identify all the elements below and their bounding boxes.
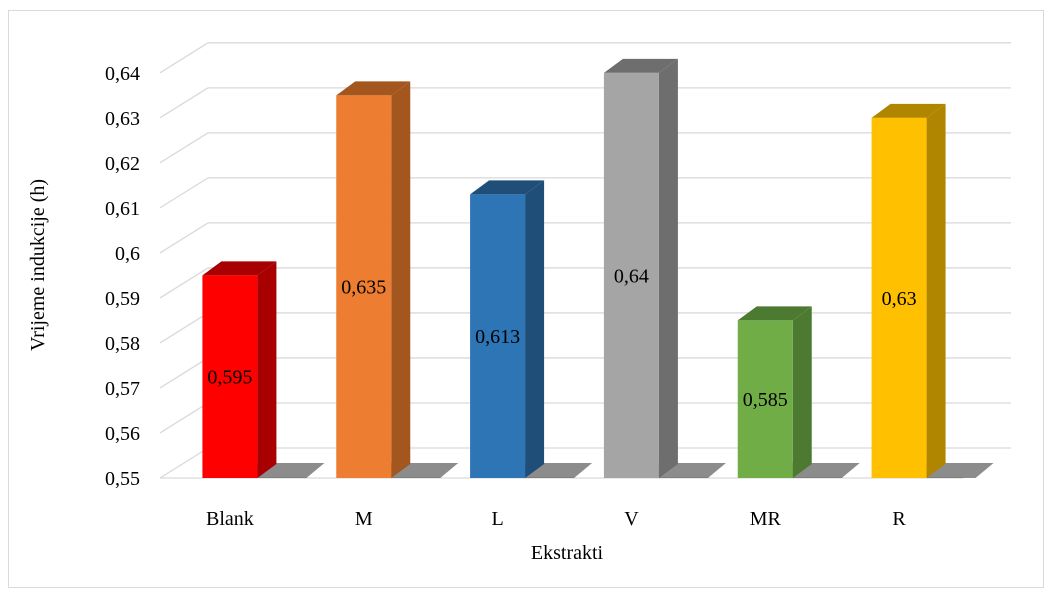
y-axis-title: Vrijeme indukcije (h) bbox=[27, 179, 49, 351]
bar-side bbox=[257, 261, 277, 478]
bar-side bbox=[391, 81, 411, 478]
y-axis-ticks: 0,55 0,56 0,57 0,58 0,59 0,6 0,61 0,62 0,63 0,64 bbox=[105, 63, 140, 490]
y-tick-label: 0,56 bbox=[105, 423, 140, 445]
bar-front bbox=[737, 320, 793, 478]
data-label: 0,595 bbox=[207, 367, 252, 389]
y-tick-label: 0,61 bbox=[105, 198, 140, 220]
bar-side bbox=[525, 180, 545, 478]
category-label: L bbox=[491, 508, 503, 530]
bar-front bbox=[470, 194, 526, 478]
bar-top bbox=[336, 81, 411, 96]
category-label: M bbox=[355, 508, 373, 530]
bar-top bbox=[871, 103, 946, 118]
data-label: 0,64 bbox=[614, 265, 649, 287]
data-label: 0,635 bbox=[341, 277, 386, 299]
category-label: V bbox=[624, 508, 639, 530]
bar-front bbox=[603, 72, 659, 478]
gridline bbox=[159, 42, 1011, 74]
bar-front bbox=[202, 275, 258, 478]
data-label: 0,613 bbox=[475, 326, 520, 348]
bar-top bbox=[202, 261, 277, 276]
y-tick-label: 0,6 bbox=[115, 243, 140, 265]
y-tick-label: 0,62 bbox=[105, 153, 140, 175]
data-label: 0,63 bbox=[882, 288, 917, 310]
bar-l bbox=[470, 180, 593, 478]
bar-v bbox=[603, 58, 726, 478]
bar-top bbox=[603, 58, 678, 73]
y-tick-label: 0,63 bbox=[105, 108, 140, 130]
bar-top bbox=[737, 306, 812, 321]
bar-front bbox=[871, 117, 927, 478]
y-tick-label: 0,64 bbox=[105, 63, 140, 85]
x-axis-title: Ekstrakti bbox=[531, 542, 604, 564]
bar-side bbox=[926, 103, 946, 478]
bar-front bbox=[336, 95, 392, 478]
category-label: R bbox=[892, 508, 906, 530]
bar-top bbox=[470, 180, 545, 195]
category-label: Blank bbox=[206, 508, 254, 530]
x-axis-categories: Blank M L V MR R bbox=[206, 508, 906, 530]
data-label: 0,585 bbox=[743, 389, 788, 411]
bar-side bbox=[792, 306, 812, 478]
y-tick-label: 0,59 bbox=[105, 288, 140, 310]
bar-m bbox=[336, 81, 459, 478]
bar-r bbox=[871, 103, 994, 478]
bar-side bbox=[658, 58, 678, 478]
y-tick-label: 0,58 bbox=[105, 333, 140, 355]
y-tick-label: 0,57 bbox=[105, 378, 140, 400]
category-label: MR bbox=[750, 508, 782, 530]
y-tick-label: 0,55 bbox=[105, 468, 140, 490]
bars: 0,595 0,635 0,613 0,64 0,585 0,63 bbox=[202, 58, 994, 478]
bar-blank bbox=[202, 261, 325, 478]
bar-mr bbox=[737, 306, 860, 478]
